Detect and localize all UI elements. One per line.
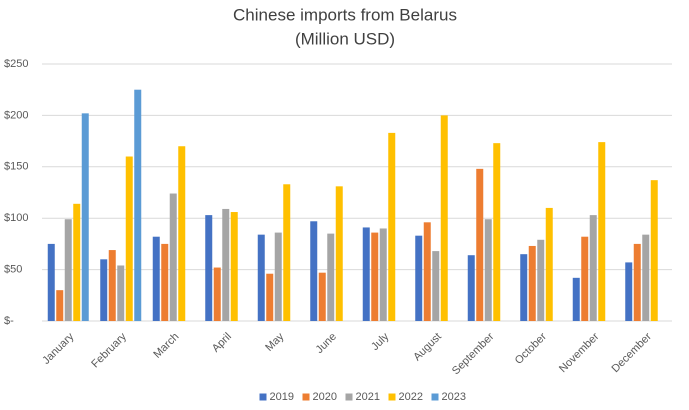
legend-swatch: [431, 393, 439, 401]
bar: [362, 227, 370, 321]
bar: [178, 146, 186, 321]
bar: [598, 142, 606, 321]
bar: [633, 243, 641, 321]
bar: [56, 290, 64, 321]
bar: [440, 115, 448, 322]
x-tick-label: July: [369, 330, 392, 353]
x-tick-label: December: [610, 330, 655, 375]
bar: [642, 234, 650, 321]
bar: [388, 132, 396, 321]
chart-subtitle: (Million USD): [295, 29, 395, 48]
bar: [222, 208, 230, 321]
x-tick-label: September: [450, 330, 497, 377]
bar: [73, 203, 81, 321]
bar: [283, 184, 291, 321]
bar: [205, 215, 213, 321]
bar: [327, 233, 335, 321]
bar: [310, 221, 318, 321]
bar: [47, 243, 55, 321]
bar: [64, 219, 72, 321]
bar: [415, 235, 423, 321]
legend-swatch: [388, 393, 396, 401]
bar: [423, 222, 431, 321]
bar: [467, 255, 475, 321]
bar: [152, 236, 160, 321]
legend-swatch: [345, 393, 353, 401]
y-tick-label: $150: [4, 161, 28, 173]
bar: [537, 239, 545, 321]
bar: [274, 232, 282, 321]
x-tick-label: January: [40, 330, 77, 367]
y-tick-label: $200: [4, 109, 28, 121]
bar: [161, 243, 169, 321]
legend-label: 2022: [399, 391, 423, 403]
y-tick-label: $-: [4, 315, 14, 327]
bar: [266, 273, 274, 321]
bar: [581, 236, 589, 321]
bar: [371, 232, 379, 321]
bar: [545, 207, 553, 321]
bar: [134, 89, 142, 321]
x-tick-label: October: [513, 330, 549, 366]
bar: [169, 193, 177, 321]
legend-label: 2021: [356, 391, 380, 403]
bar: [572, 277, 580, 321]
y-tick-label: $250: [4, 58, 28, 70]
bar: [528, 245, 536, 321]
bar: [625, 262, 633, 321]
bar: [379, 228, 387, 321]
x-tick-label: March: [151, 331, 181, 361]
legend-label: 2019: [270, 391, 294, 403]
legend-label: 2023: [442, 391, 466, 403]
bar: [230, 212, 238, 321]
legend-label: 2020: [313, 391, 337, 403]
bar: [484, 219, 492, 321]
bar: [213, 267, 221, 321]
bar: [335, 186, 343, 321]
bar: [81, 113, 89, 322]
bar: [493, 143, 501, 321]
y-tick-label: $100: [4, 212, 28, 224]
bar: [117, 265, 125, 321]
x-tick-label: August: [411, 331, 444, 364]
x-tick-label: February: [89, 330, 129, 370]
x-tick-label: May: [263, 330, 287, 354]
bar: [520, 254, 528, 321]
bar: [108, 250, 116, 321]
bar: [125, 156, 133, 321]
bar: [318, 272, 326, 321]
bar: [100, 259, 108, 321]
bar: [257, 234, 265, 321]
legend-swatch: [259, 393, 267, 401]
bar: [650, 180, 658, 321]
bar: [589, 215, 597, 321]
x-tick-label: June: [314, 331, 339, 356]
legend-swatch: [302, 393, 310, 401]
x-tick-label: April: [210, 331, 234, 355]
bar: [476, 168, 484, 321]
y-tick-label: $50: [4, 264, 22, 276]
bar: [432, 251, 440, 321]
x-tick-label: November: [557, 330, 602, 375]
chart-title: Chinese imports from Belarus: [233, 5, 457, 24]
